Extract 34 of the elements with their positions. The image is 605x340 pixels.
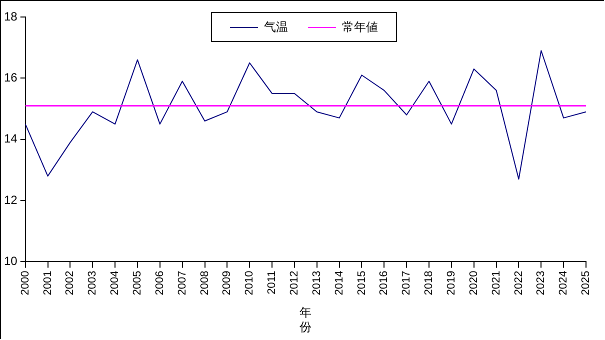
x-tick-label: 2009 [221, 270, 234, 296]
y-tick-label: 12 [4, 192, 18, 207]
y-tick-label: 18 [4, 9, 18, 24]
x-tick-label: 2024 [558, 270, 570, 296]
x-tick-label: 2006 [154, 270, 166, 296]
x-tick-label: 2023 [535, 270, 548, 296]
y-tick-label: 14 [4, 132, 18, 146]
x-tick-label: 2018 [423, 270, 436, 296]
legend-label: 常年値 [342, 18, 378, 36]
x-tick-label: 2016 [378, 270, 390, 296]
x-tick-label: 2015 [356, 270, 368, 296]
x-tick-label: 2004 [109, 270, 122, 296]
x-tick-label: 2008 [198, 270, 211, 296]
x-tick-label: 2011 [266, 270, 278, 294]
x-tick-label: 2017 [400, 270, 413, 296]
x-tick-label: 2001 [42, 270, 54, 296]
x-axis-title: 年份 [300, 306, 312, 334]
x-tick-label: 2012 [288, 270, 300, 296]
legend-label: 气温 [264, 18, 288, 36]
y-tick-label: 10 [4, 254, 18, 268]
x-tick-label: 2005 [132, 270, 144, 296]
x-tick-label: 2022 [512, 270, 525, 296]
x-tick-label: 2010 [244, 270, 256, 296]
x-tick-label: 2002 [64, 270, 76, 296]
x-tick-label: 2007 [176, 270, 188, 296]
y-tick-label: 16 [4, 70, 18, 84]
x-tick-label: 2003 [86, 270, 99, 296]
x-tick-label: 2013 [310, 270, 323, 296]
x-tick-label: 2000 [19, 270, 32, 296]
x-tick-label: 2019 [445, 270, 458, 296]
x-tick-label: 2014 [333, 270, 346, 296]
x-tick-label: 2025 [580, 270, 592, 296]
x-tick-label: 2021 [490, 270, 502, 296]
x-tick-label: 2020 [468, 270, 480, 296]
